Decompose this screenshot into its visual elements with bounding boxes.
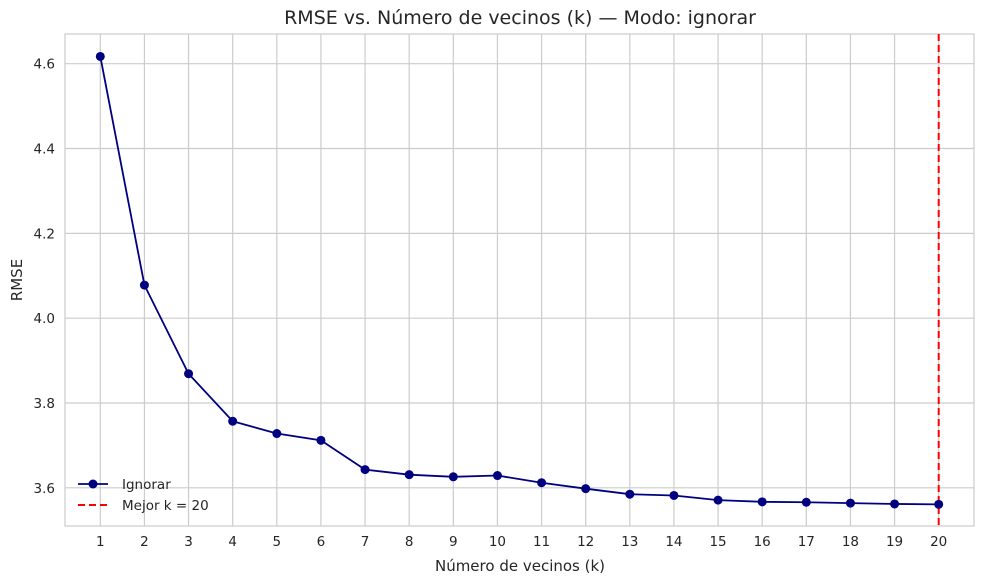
legend-series-label: Ignorar (122, 477, 171, 493)
legend: Ignorar Mejor k = 20 (78, 477, 209, 514)
x-tick-label: 15 (709, 534, 726, 550)
grid (65, 34, 974, 526)
data-point (492, 471, 502, 481)
x-ticks: 1 2 3 4 5 6 7 8 9 10 11 12 13 14 15 16 17 18 19 20 (96, 534, 947, 550)
y-tick-label: 4.0 (34, 311, 55, 327)
x-tick-label: 8 (405, 534, 414, 550)
y-tick-label: 4.4 (34, 142, 55, 158)
x-tick-label: 10 (489, 534, 506, 550)
data-point (404, 470, 414, 480)
plot-frame (64, 33, 975, 527)
data-point (757, 497, 767, 507)
series-line-ignorar (99, 56, 939, 506)
legend-reference-label: Mejor k = 20 (122, 498, 209, 514)
y-tick-label: 3.6 (34, 481, 55, 497)
data-point (272, 429, 282, 439)
chart-title: RMSE vs. Número de vecinos (k) — Modo: i… (284, 7, 756, 29)
x-tick-label: 9 (449, 534, 458, 550)
data-point (448, 472, 458, 482)
x-tick-label: 7 (361, 534, 370, 550)
x-tick-label: 1 (96, 534, 105, 550)
data-point (537, 478, 547, 488)
x-tick-label: 16 (754, 534, 771, 550)
data-point (890, 499, 900, 509)
data-point (581, 484, 591, 494)
legend-series-marker (88, 479, 98, 489)
x-tick-label: 2 (140, 534, 149, 550)
data-points (95, 51, 944, 509)
data-point (625, 489, 635, 499)
data-point (845, 498, 855, 508)
x-tick-label: 11 (533, 534, 550, 550)
data-point (316, 435, 326, 445)
x-tick-label: 18 (842, 534, 859, 550)
x-tick-label: 6 (317, 534, 326, 550)
x-tick-label: 4 (228, 534, 237, 550)
data-point (713, 495, 723, 505)
x-tick-label: 19 (886, 534, 903, 550)
y-ticks: 3.6 3.8 4.0 4.2 4.4 4.6 (34, 57, 55, 497)
data-point (669, 490, 679, 500)
x-tick-label: 12 (577, 534, 594, 550)
x-tick-label: 13 (621, 534, 638, 550)
y-tick-label: 3.8 (34, 396, 55, 412)
data-point (139, 280, 149, 290)
data-point (95, 51, 105, 61)
data-point (801, 497, 811, 507)
x-tick-label: 14 (665, 534, 682, 550)
x-tick-label: 3 (184, 534, 193, 550)
x-tick-label: 20 (930, 534, 947, 550)
data-point (934, 499, 944, 509)
x-tick-label: 5 (273, 534, 282, 550)
data-point (184, 369, 194, 379)
x-axis-label: Número de vecinos (k) (435, 557, 605, 575)
x-tick-label: 17 (798, 534, 815, 550)
y-axis-label: RMSE (8, 259, 26, 301)
data-point (360, 465, 370, 475)
data-point (228, 416, 238, 426)
y-tick-label: 4.6 (34, 57, 55, 73)
y-tick-label: 4.2 (34, 226, 55, 242)
